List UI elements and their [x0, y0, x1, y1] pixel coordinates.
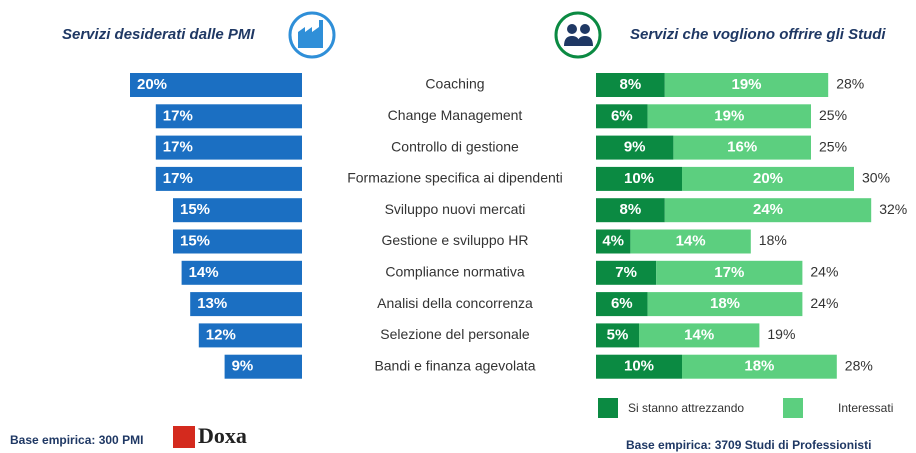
total-label: 28%: [845, 357, 873, 373]
bar-segment: [596, 73, 665, 97]
category-label: Formazione specifica ai dipendenti: [347, 170, 563, 186]
data-label: 6%: [611, 295, 633, 312]
data-label: 14%: [189, 264, 219, 281]
total-label: 18%: [759, 232, 787, 248]
data-label: 24%: [753, 201, 783, 218]
people-icon: [554, 11, 602, 59]
data-label: 10%: [624, 170, 654, 187]
legend-label: Si stanno attrezzando: [628, 401, 744, 415]
data-label: 14%: [684, 326, 714, 343]
legend-label: Interessati: [838, 401, 893, 415]
bar-segment: [682, 354, 837, 379]
bar-segment: [664, 198, 872, 223]
bar-segment: [596, 292, 648, 317]
bar-segment: [596, 354, 682, 379]
data-label: 19%: [714, 107, 744, 124]
bar: [155, 135, 302, 160]
category-label: Sviluppo nuovi mercati: [385, 201, 526, 217]
right-title: Servizi che vogliono offrire gli Studi: [630, 26, 886, 43]
data-label: 8%: [620, 76, 642, 93]
data-label: 5%: [607, 326, 629, 343]
bar: [190, 292, 302, 317]
left-footnote: Base empirica: 300 PMI: [10, 433, 143, 447]
bar: [155, 104, 302, 129]
data-label: 7%: [615, 264, 637, 281]
bar: [130, 73, 302, 97]
bar: [173, 198, 302, 223]
category-label: Coaching: [425, 76, 484, 92]
category-label: Bandi e finanza agevolata: [374, 357, 535, 373]
bar-segment: [596, 104, 648, 129]
data-label: 13%: [197, 295, 227, 312]
total-label: 30%: [862, 170, 890, 186]
doxa-logo: Doxa: [173, 423, 247, 448]
bar-segment: [596, 260, 657, 285]
category-label: Selezione del personale: [380, 326, 530, 342]
data-label: 14%: [676, 232, 706, 249]
bar: [173, 229, 302, 254]
bar-segment: [664, 73, 829, 97]
total-label: 25%: [819, 138, 847, 154]
data-label: 6%: [611, 107, 633, 124]
bar: [224, 354, 302, 379]
category-label: Controllo di gestione: [391, 138, 519, 154]
bar-segment: [596, 135, 674, 160]
category-label: Gestione e sviluppo HR: [381, 232, 528, 248]
data-label: 15%: [180, 201, 210, 218]
data-label: 18%: [710, 295, 740, 312]
total-label: 25%: [819, 107, 847, 123]
data-label: 17%: [163, 170, 193, 187]
bar: [155, 166, 302, 191]
data-label: 17%: [163, 139, 193, 156]
data-label: 20%: [753, 170, 783, 187]
legend-swatch: [598, 398, 618, 418]
data-label: 17%: [714, 264, 744, 281]
total-label: 32%: [879, 201, 907, 217]
total-label: 28%: [836, 76, 864, 92]
total-label: 24%: [810, 264, 838, 280]
bar-segment: [656, 260, 803, 285]
category-label: Change Management: [388, 107, 523, 123]
data-label: 9%: [624, 139, 646, 156]
right-footnote: Base empirica: 3709 Studi di Professioni…: [626, 438, 871, 452]
bar-segment: [596, 229, 631, 254]
logo-text: Doxa: [198, 423, 247, 448]
bar-segment: [596, 323, 639, 348]
data-label: 17%: [163, 107, 193, 124]
data-label: 8%: [620, 201, 642, 218]
total-label: 24%: [810, 295, 838, 311]
data-label: 20%: [137, 76, 167, 93]
factory-icon: [288, 11, 336, 59]
data-label: 12%: [206, 326, 236, 343]
left-title: Servizi desiderati dalle PMI: [62, 26, 255, 43]
bar-segment: [596, 198, 665, 223]
bar-segment: [630, 229, 751, 254]
category-label: Analisi della concorrenza: [377, 295, 533, 311]
bar-segment: [682, 166, 854, 191]
bar: [198, 323, 302, 348]
bar: [181, 260, 302, 285]
bar-segment: [647, 104, 811, 129]
data-label: 10%: [624, 358, 654, 375]
data-label: 16%: [727, 139, 757, 156]
data-label: 19%: [731, 76, 761, 93]
bar-segment: [673, 135, 811, 160]
bar-segment: [596, 166, 682, 191]
bar-segment: [639, 323, 760, 348]
bar-segment: [647, 292, 803, 317]
category-label: Compliance normativa: [385, 264, 524, 280]
data-label: 15%: [180, 232, 210, 249]
total-label: 19%: [767, 326, 795, 342]
data-label: 18%: [744, 358, 774, 375]
data-label: 9%: [232, 358, 254, 375]
legend-swatch: [783, 398, 803, 418]
data-label: 4%: [602, 232, 624, 249]
